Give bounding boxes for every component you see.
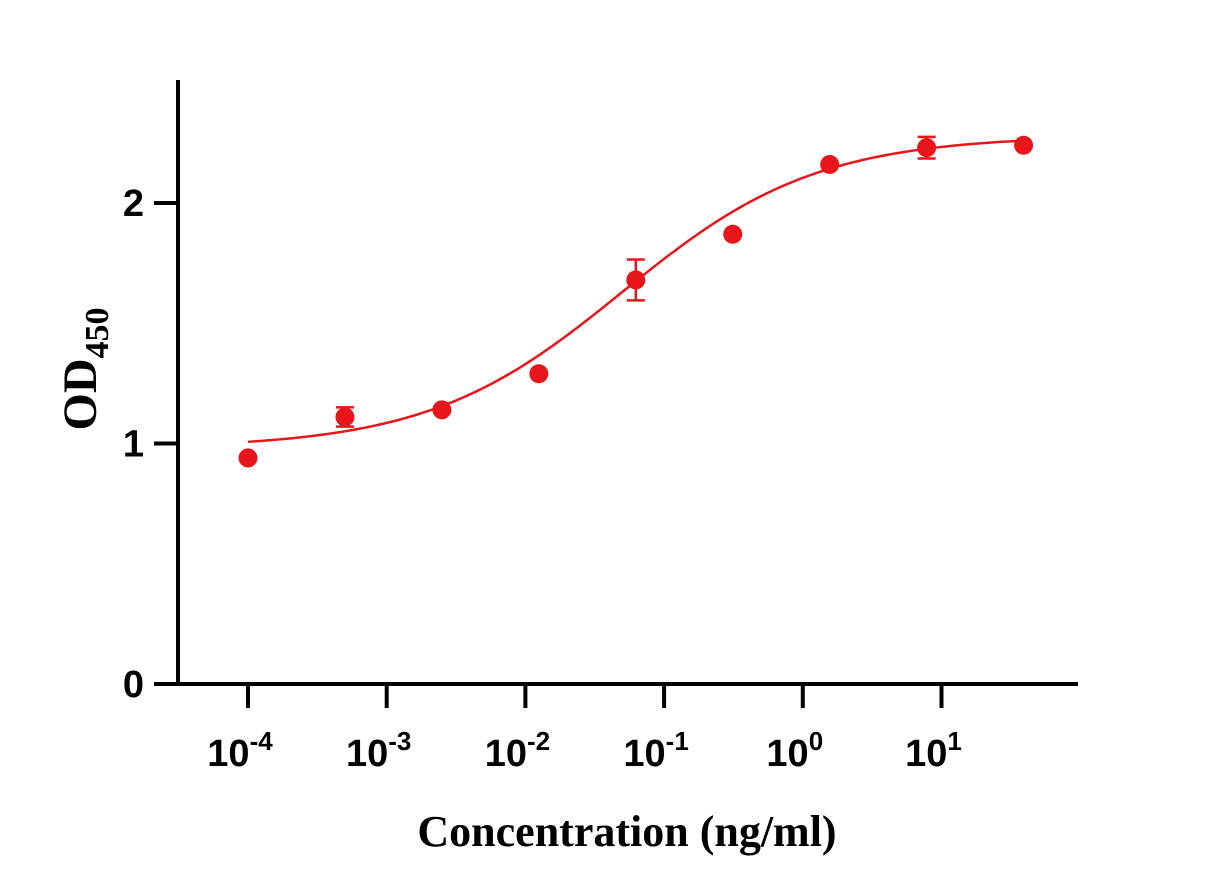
data-point-8 [1014, 135, 1034, 155]
y-axis-label-subscript: 450 [79, 308, 116, 359]
data-point-2 [432, 400, 452, 420]
y-ticks: 0 1 2 [123, 183, 178, 706]
y-axis-label: OD450 [54, 308, 116, 431]
data-point-4 [626, 270, 646, 290]
axes-layer [176, 80, 1078, 686]
x-tick-label--4: 10-4 [207, 726, 273, 775]
x-tick-label--2: 10-2 [485, 726, 550, 775]
x-tick-label-1: 101 [905, 726, 962, 775]
x-tick-label--1: 10-1 [623, 726, 688, 775]
y-axis-label-main: OD [54, 359, 107, 431]
data-point-3 [529, 364, 549, 384]
y-tick-label-0: 0 [123, 664, 144, 706]
data-point-7 [917, 138, 937, 158]
data-point-1 [335, 407, 355, 427]
data-point-6 [820, 155, 840, 175]
x-tick-label-0: 100 [766, 726, 823, 775]
data-points-layer [238, 135, 1034, 468]
x-axis-label: Concentration (ng/ml) [417, 807, 836, 856]
x-ticks: 10-4 10-3 10-2 10-1 100 101 [207, 684, 962, 775]
y-tick-label-2: 2 [123, 183, 144, 225]
data-point-0 [238, 448, 258, 468]
data-point-5 [723, 224, 743, 244]
x-tick-label--3: 10-3 [346, 726, 411, 775]
y-tick-label-1: 1 [123, 424, 144, 466]
